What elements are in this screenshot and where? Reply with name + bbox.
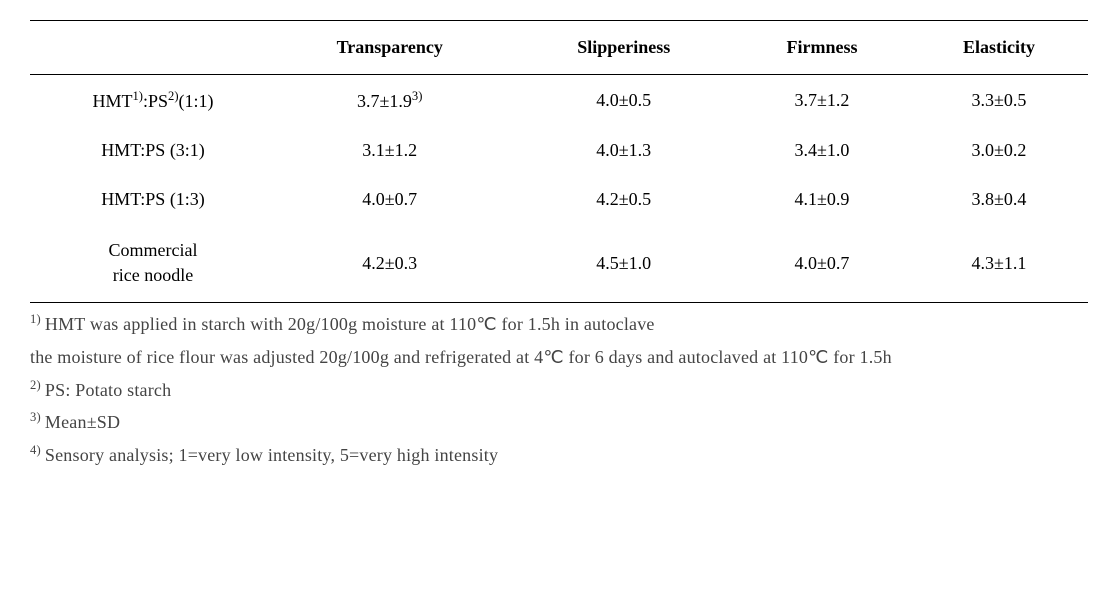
footnote-3-sup: 3): [30, 410, 41, 424]
cell-firmness: 4.0±0.7: [734, 224, 910, 303]
col-transparency: Transparency: [266, 21, 513, 75]
cell-elasticity: 4.3±1.1: [910, 224, 1088, 303]
footnote-2-sup: 2): [30, 378, 41, 392]
cell-firmness: 3.4±1.0: [734, 126, 910, 175]
row-label: HMT:PS (1:3): [30, 175, 266, 224]
footnote-4-text: Sensory analysis; 1=very low intensity, …: [45, 445, 498, 465]
cell-elasticity: 3.8±0.4: [910, 175, 1088, 224]
row-label: HMT1):PS2)(1:1): [30, 75, 266, 127]
col-blank: [30, 21, 266, 75]
row-label: Commercialrice noodle: [30, 224, 266, 303]
cell-firmness: 4.1±0.9: [734, 175, 910, 224]
cell-transparency: 4.2±0.3: [266, 224, 513, 303]
footnote-1-text-a: HMT was applied in starch with 20g/100g …: [45, 314, 655, 334]
footnotes: 1) HMT was applied in starch with 20g/100…: [30, 309, 1088, 470]
cell-elasticity: 3.3±0.5: [910, 75, 1088, 127]
cell-transparency: 4.0±0.7: [266, 175, 513, 224]
footnote-2-text: PS: Potato starch: [45, 380, 171, 400]
cell-slipperiness: 4.0±1.3: [513, 126, 734, 175]
table-row: Commercialrice noodle 4.2±0.3 4.5±1.0 4.…: [30, 224, 1088, 303]
cell-transparency: 3.1±1.2: [266, 126, 513, 175]
row-label: HMT:PS (3:1): [30, 126, 266, 175]
footnote-4-sup: 4): [30, 443, 41, 457]
cell-elasticity: 3.0±0.2: [910, 126, 1088, 175]
table-row: HMT1):PS2)(1:1) 3.7±1.93) 4.0±0.5 3.7±1.…: [30, 75, 1088, 127]
footnote-2: 2) PS: Potato starch: [30, 375, 1088, 406]
table-row: HMT:PS (1:3) 4.0±0.7 4.2±0.5 4.1±0.9 3.8…: [30, 175, 1088, 224]
footnote-1b: the moisture of rice flour was adjusted …: [30, 342, 1088, 373]
table-row: HMT:PS (3:1) 3.1±1.2 4.0±1.3 3.4±1.0 3.0…: [30, 126, 1088, 175]
footnote-1-sup: 1): [30, 312, 41, 326]
col-slipperiness: Slipperiness: [513, 21, 734, 75]
col-firmness: Firmness: [734, 21, 910, 75]
table-header-row: Transparency Slipperiness Firmness Elast…: [30, 21, 1088, 75]
cell-slipperiness: 4.2±0.5: [513, 175, 734, 224]
footnote-4: 4) Sensory analysis; 1=very low intensity…: [30, 440, 1088, 471]
cell-slipperiness: 4.5±1.0: [513, 224, 734, 303]
cell-slipperiness: 4.0±0.5: [513, 75, 734, 127]
cell-firmness: 3.7±1.2: [734, 75, 910, 127]
sensory-table: Transparency Slipperiness Firmness Elast…: [30, 20, 1088, 303]
footnote-1: 1) HMT was applied in starch with 20g/100…: [30, 309, 1088, 340]
footnote-3: 3) Mean±SD: [30, 407, 1088, 438]
footnote-3-text: Mean±SD: [45, 412, 120, 432]
cell-transparency: 3.7±1.93): [266, 75, 513, 127]
col-elasticity: Elasticity: [910, 21, 1088, 75]
